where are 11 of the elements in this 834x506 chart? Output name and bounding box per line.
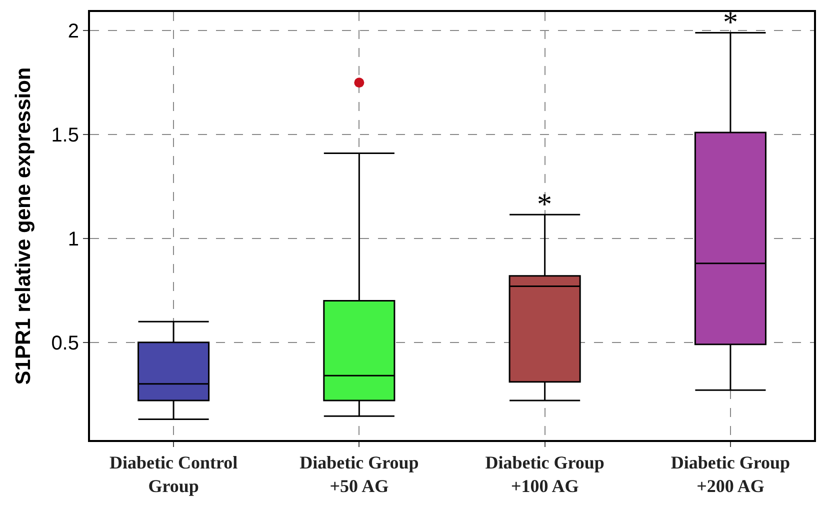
- annotation: *: [723, 6, 738, 39]
- x-tick-label: Diabetic Control Group: [109, 452, 238, 496]
- y-axis-title: S1PR1 relative gene expression: [12, 67, 35, 385]
- x-tick-label: Diabetic Group +100 AG: [485, 452, 604, 496]
- y-tick-label: 2: [68, 20, 79, 43]
- y-tick-label: 1: [68, 228, 79, 250]
- y-tick-label: 1.5: [51, 124, 79, 147]
- x-tick-label: Diabetic Group +50 AG: [300, 452, 419, 496]
- x-tick-label: Diabetic Group +200 AG: [670, 452, 790, 496]
- annotation: *: [537, 188, 552, 221]
- y-tick-label: 0.5: [51, 332, 79, 354]
